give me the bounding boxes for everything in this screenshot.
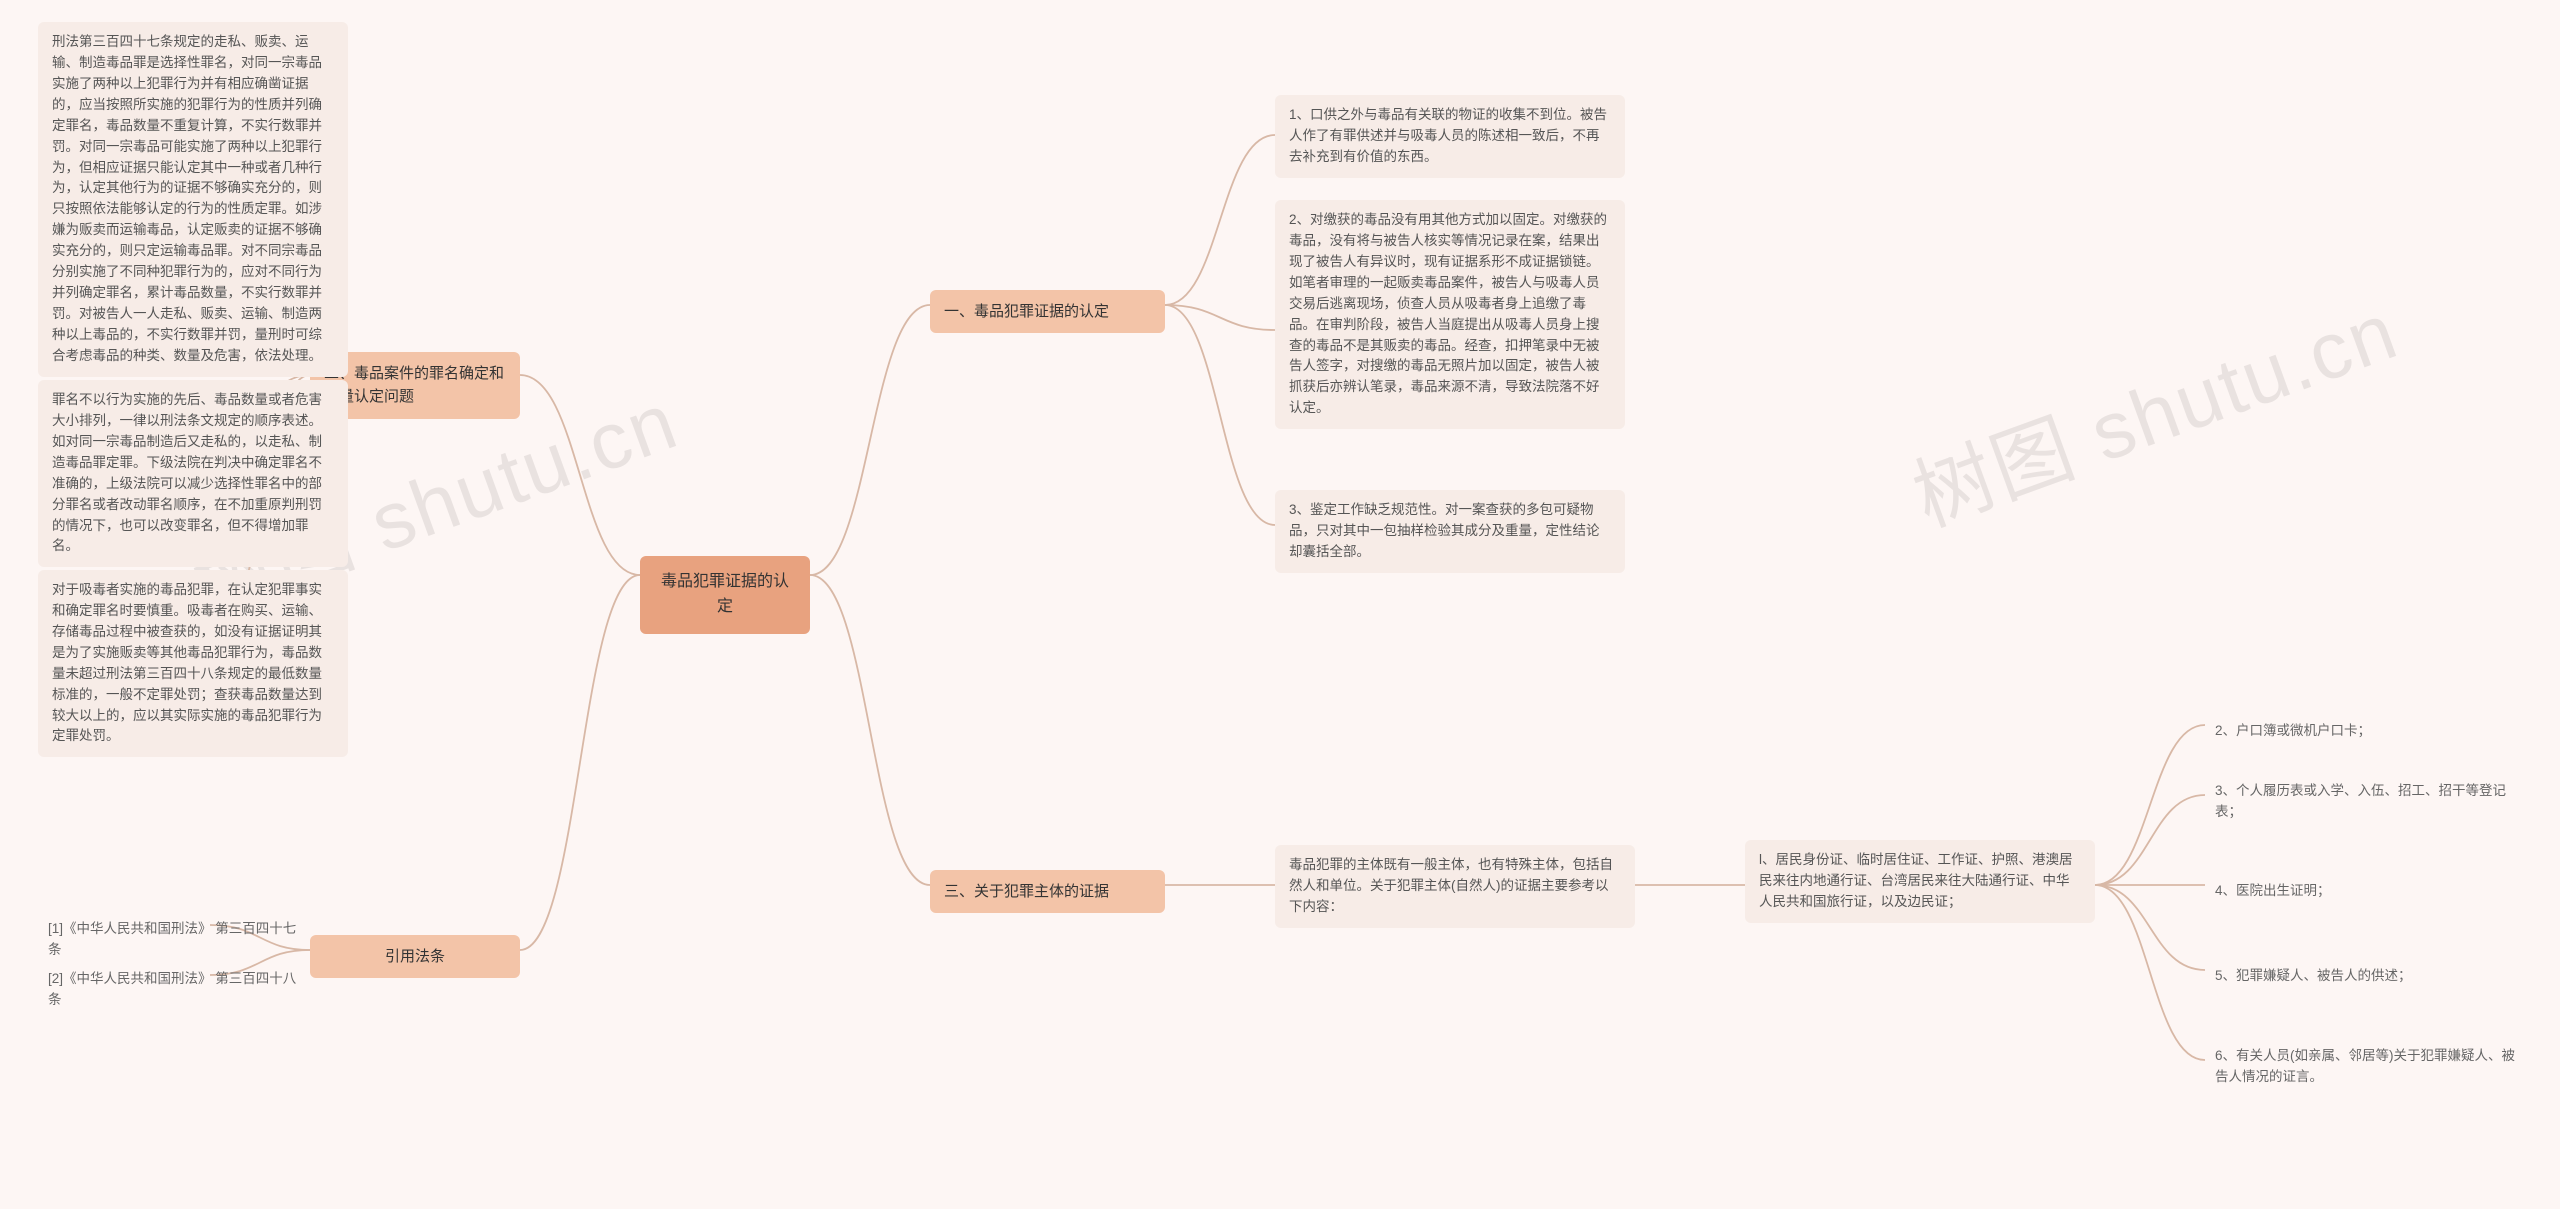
leaf-l4-2: [2]《中华人民共和国刑法》 第三百四十八条	[38, 963, 318, 1017]
leaf-r2-s6: 6、有关人员(如亲属、邻居等)关于犯罪嫌疑人、被告人情况的证言。	[2205, 1040, 2525, 1094]
root-node: 毒品犯罪证据的认定	[640, 556, 810, 634]
leaf-r2-s5: 5、犯罪嫌疑人、被告人的供述；	[2205, 960, 2505, 993]
leaf-r2-s1: l、居民身份证、临时居住证、工作证、护照、港澳居民来往内地通行证、台湾居民来往大…	[1745, 840, 2095, 923]
leaf-r2-s4: 4、医院出生证明；	[2205, 875, 2505, 908]
leaf-r1-1: 1、口供之外与毒品有关联的物证的收集不到位。被告人作了有罪供述并与吸毒人员的陈述…	[1275, 95, 1625, 178]
leaf-r2-s2: 2、户口簿或微机户口卡；	[2205, 715, 2505, 748]
leaf-r2-s3: 3、个人履历表或入学、入伍、招工、招干等登记表；	[2205, 775, 2525, 829]
leaf-l3-2: 罪名不以行为实施的先后、毒品数量或者危害大小排列，一律以刑法条文规定的顺序表述。…	[38, 380, 348, 567]
leaf-l4-1: [1]《中华人民共和国刑法》 第三百四十七条	[38, 913, 318, 967]
branch-subject: 三、关于犯罪主体的证据	[930, 870, 1165, 913]
branch-evidence: 一、毒品犯罪证据的认定	[930, 290, 1165, 333]
branch-law-ref: 引用法条	[310, 935, 520, 978]
leaf-r2-intro: 毒品犯罪的主体既有一般主体，也有特殊主体，包括自然人和单位。关于犯罪主体(自然人…	[1275, 845, 1635, 928]
leaf-r1-2: 2、对缴获的毒品没有用其他方式加以固定。对缴获的毒品，没有将与被告人核实等情况记…	[1275, 200, 1625, 429]
leaf-l3-3: 对于吸毒者实施的毒品犯罪，在认定犯罪事实和确定罪名时要慎重。吸毒者在购买、运输、…	[38, 570, 348, 757]
connectors	[0, 0, 2560, 1209]
leaf-l3-1: 刑法第三百四十七条规定的走私、贩卖、运输、制造毒品罪是选择性罪名，对同一宗毒品实…	[38, 22, 348, 377]
leaf-r1-3: 3、鉴定工作缺乏规范性。对一案查获的多包可疑物品，只对其中一包抽样检验其成分及重…	[1275, 490, 1625, 573]
